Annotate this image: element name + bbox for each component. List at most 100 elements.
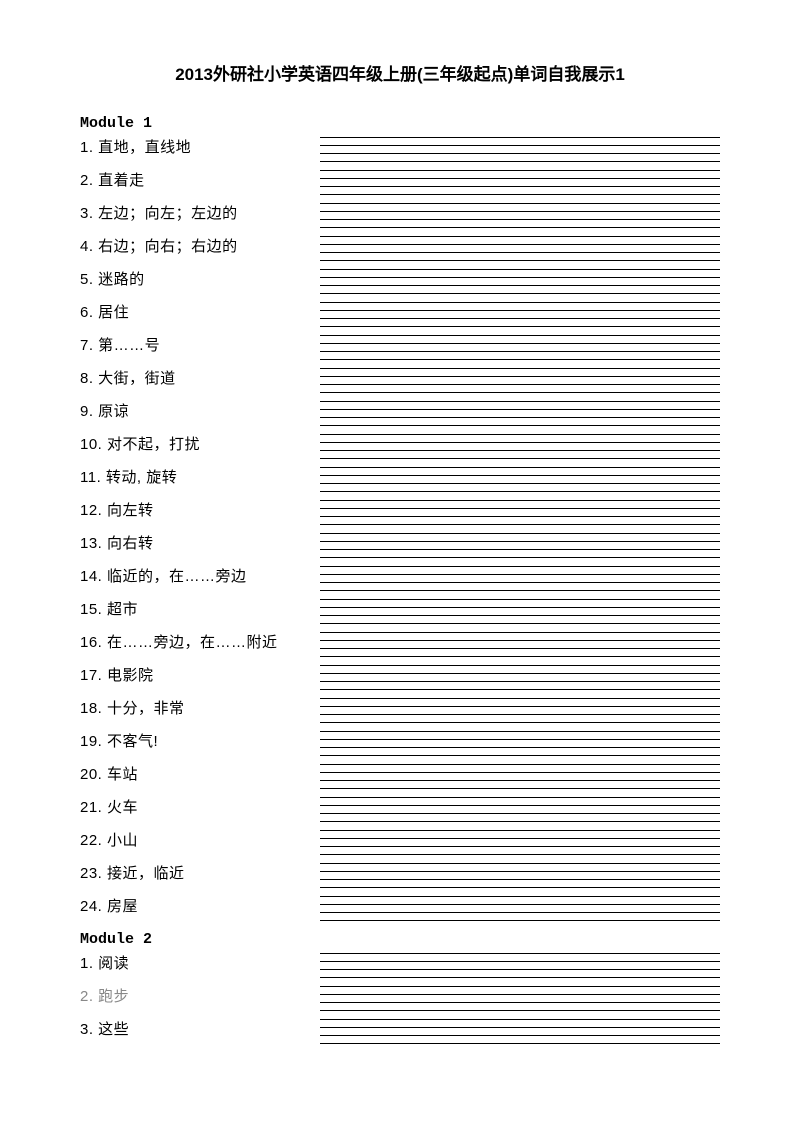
writing-line bbox=[320, 425, 720, 426]
item-number: 3. bbox=[80, 205, 94, 222]
writing-line bbox=[320, 508, 720, 509]
vocab-label: 17. 电影院 bbox=[80, 662, 300, 689]
writing-line bbox=[320, 764, 720, 765]
vocab-row: 17. 电影院 bbox=[80, 662, 720, 692]
writing-line bbox=[320, 161, 720, 162]
item-number: 4. bbox=[80, 238, 94, 255]
writing-line bbox=[320, 417, 720, 418]
writing-line bbox=[320, 632, 720, 633]
vocab-label: 3. 左边；向左；左边的 bbox=[80, 200, 300, 227]
writing-lines bbox=[320, 500, 720, 526]
writing-line bbox=[320, 1035, 720, 1036]
writing-line bbox=[320, 458, 720, 459]
item-number: 18. bbox=[80, 700, 102, 717]
vocab-row: 1. 直地，直线地 bbox=[80, 134, 720, 164]
vocab-row: 7. 第……号 bbox=[80, 332, 720, 362]
writing-line bbox=[320, 912, 720, 913]
writing-line bbox=[320, 194, 720, 195]
writing-lines bbox=[320, 203, 720, 229]
writing-line bbox=[320, 904, 720, 905]
writing-lines bbox=[320, 797, 720, 823]
writing-line bbox=[320, 574, 720, 575]
item-text: 对不起，打扰 bbox=[102, 436, 200, 453]
writing-line bbox=[320, 310, 720, 311]
vocab-label: 8. 大街，街道 bbox=[80, 365, 300, 392]
writing-line bbox=[320, 260, 720, 261]
writing-line bbox=[320, 607, 720, 608]
writing-line bbox=[320, 896, 720, 897]
writing-line bbox=[320, 549, 720, 550]
writing-line bbox=[320, 285, 720, 286]
writing-line bbox=[320, 739, 720, 740]
writing-lines bbox=[320, 632, 720, 658]
vocab-row: 3. 这些 bbox=[80, 1016, 720, 1046]
writing-lines bbox=[320, 953, 720, 979]
vocab-label: 2. 直着走 bbox=[80, 167, 300, 194]
writing-line bbox=[320, 153, 720, 154]
vocab-row: 12. 向左转 bbox=[80, 497, 720, 527]
vocab-row: 4. 右边；向右；右边的 bbox=[80, 233, 720, 263]
vocab-label: 20. 车站 bbox=[80, 761, 300, 788]
writing-lines bbox=[320, 986, 720, 1012]
writing-line bbox=[320, 491, 720, 492]
writing-lines bbox=[320, 830, 720, 856]
vocab-row: 16. 在……旁边，在……附近 bbox=[80, 629, 720, 659]
vocab-label: 4. 右边；向右；右边的 bbox=[80, 233, 300, 260]
writing-line bbox=[320, 376, 720, 377]
item-number: 19. bbox=[80, 733, 102, 750]
writing-line bbox=[320, 920, 720, 921]
writing-line bbox=[320, 203, 720, 204]
writing-line bbox=[320, 590, 720, 591]
writing-line bbox=[320, 582, 720, 583]
writing-line bbox=[320, 524, 720, 525]
writing-line bbox=[320, 475, 720, 476]
item-text: 转动, 旋转 bbox=[101, 469, 177, 486]
writing-line bbox=[320, 599, 720, 600]
item-text: 火车 bbox=[102, 799, 138, 816]
writing-line bbox=[320, 401, 720, 402]
vocab-label: 14. 临近的，在……旁边 bbox=[80, 563, 300, 590]
item-number: 1. bbox=[80, 139, 94, 156]
vocab-label: 21. 火车 bbox=[80, 794, 300, 821]
writing-line bbox=[320, 252, 720, 253]
writing-line bbox=[320, 186, 720, 187]
writing-line bbox=[320, 343, 720, 344]
writing-line bbox=[320, 516, 720, 517]
writing-line bbox=[320, 1027, 720, 1028]
item-number: 6. bbox=[80, 304, 94, 321]
writing-line bbox=[320, 722, 720, 723]
item-number: 16. bbox=[80, 634, 102, 651]
item-number: 20. bbox=[80, 766, 102, 783]
item-number: 5. bbox=[80, 271, 94, 288]
item-text: 车站 bbox=[102, 766, 138, 783]
vocab-row: 1. 阅读 bbox=[80, 950, 720, 980]
vocab-row: 15. 超市 bbox=[80, 596, 720, 626]
writing-line bbox=[320, 986, 720, 987]
writing-line bbox=[320, 302, 720, 303]
writing-lines bbox=[320, 302, 720, 328]
vocab-label: 10. 对不起，打扰 bbox=[80, 431, 300, 458]
item-number: 3. bbox=[80, 1021, 94, 1038]
item-text: 电影院 bbox=[102, 667, 153, 684]
writing-line bbox=[320, 887, 720, 888]
item-text: 不客气! bbox=[102, 733, 158, 750]
writing-line bbox=[320, 434, 720, 435]
writing-line bbox=[320, 689, 720, 690]
item-text: 这些 bbox=[94, 1021, 130, 1038]
vocab-label: 9. 原谅 bbox=[80, 398, 300, 425]
writing-line bbox=[320, 145, 720, 146]
vocab-label: 13. 向右转 bbox=[80, 530, 300, 557]
writing-line bbox=[320, 557, 720, 558]
vocab-row: 13. 向右转 bbox=[80, 530, 720, 560]
vocab-row: 6. 居住 bbox=[80, 299, 720, 329]
vocab-row: 2. 直着走 bbox=[80, 167, 720, 197]
item-text: 原谅 bbox=[94, 403, 130, 420]
vocab-label: 23. 接近，临近 bbox=[80, 860, 300, 887]
writing-lines bbox=[320, 863, 720, 889]
writing-lines bbox=[320, 896, 720, 922]
writing-line bbox=[320, 805, 720, 806]
writing-line bbox=[320, 780, 720, 781]
writing-line bbox=[320, 277, 720, 278]
vocab-label: 1. 阅读 bbox=[80, 950, 300, 977]
vocab-label: 11. 转动, 旋转 bbox=[80, 464, 300, 491]
